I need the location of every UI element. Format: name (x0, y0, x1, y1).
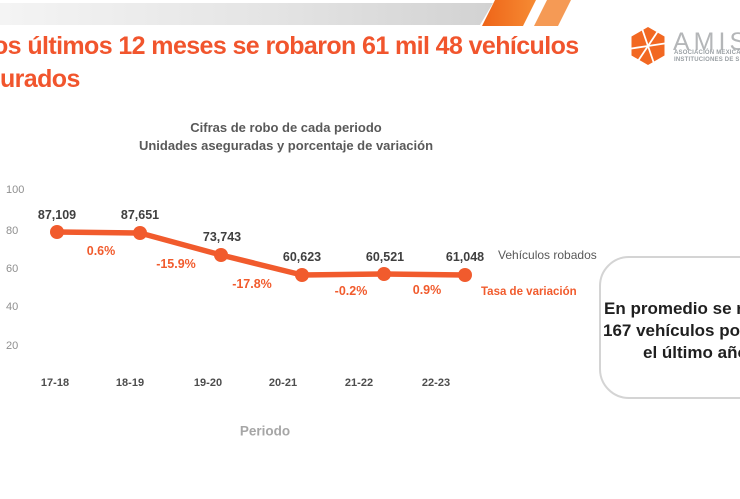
data-point-18-19 (133, 226, 147, 240)
amis-hexagon-pinwheel-icon (630, 27, 666, 65)
data-point-21-22 (377, 267, 391, 281)
x-tick-22-23: 22-23 (421, 377, 451, 389)
x-tick-17-18: 17-18 (40, 377, 70, 389)
x-axis-title: Periodo (239, 423, 291, 439)
pct-label-4: -0.2% (334, 284, 368, 298)
value-label-17-18: 87,109 (37, 208, 77, 222)
data-point-20-21 (295, 268, 309, 282)
value-label-22-23: 61,048 (445, 250, 485, 264)
data-point-22-23 (458, 268, 472, 282)
callout-line1: En promedio se rob (604, 299, 740, 318)
amis-logo: AMIS ASOCIACIÓN MEXICANA INSTITUCIONES D… (628, 24, 740, 68)
x-tick-21-22: 21-22 (344, 377, 374, 389)
value-label-21-22: 60,521 (365, 250, 405, 264)
data-point-19-20 (214, 248, 228, 262)
value-label-18-19: 87,651 (120, 208, 160, 222)
theft-line-series (54, 229, 468, 278)
pct-label-1: 0.6% (86, 244, 116, 258)
chart-title: Cifras de robo de cada periodo Unidades … (139, 119, 433, 155)
orange-slash-secondary (534, 0, 571, 26)
y-tick-40: 40 (6, 301, 19, 313)
value-label-20-21: 60,623 (282, 250, 322, 264)
top-decoration (0, 0, 571, 26)
callout-line2: 167 vehículos por (603, 321, 740, 340)
value-label-19-20: 73,743 (202, 230, 242, 244)
x-tick-18-19: 18-19 (115, 377, 145, 389)
x-tick-20-21: 20-21 (268, 377, 298, 389)
theft-line-chart (50, 225, 472, 282)
callout-line3: el último año (643, 343, 740, 362)
x-tick-19-20: 19-20 (193, 377, 223, 389)
pct-label-2: -15.9% (156, 257, 196, 271)
slide-title-line2: urados (0, 65, 80, 93)
chart-title-line2: Unidades aseguradas y porcentaje de vari… (138, 138, 434, 153)
pct-label-5: 0.9% (412, 283, 442, 297)
amis-subtitle-line1: ASOCIACIÓN MEXICANA (674, 50, 740, 56)
y-tick-60: 60 (6, 263, 19, 275)
series-label-tasa-de-variacion: Tasa de variación (481, 286, 577, 298)
callout-box (599, 256, 740, 399)
gray-band (0, 3, 493, 25)
data-point-17-18 (50, 225, 64, 239)
y-tick-20: 20 (6, 340, 19, 352)
chart-title-line1: Cifras de robo de cada periodo (190, 120, 382, 135)
amis-wordmark: AMIS (673, 28, 740, 56)
y-tick-100: 100 (6, 184, 25, 196)
pct-label-3: -17.8% (232, 277, 272, 291)
series-label-vehiculos-robados: Vehículos robados (498, 248, 597, 262)
slide-title-line1: os últimos 12 meses se robaron 61 mil 48… (0, 32, 579, 60)
orange-slash-primary (482, 0, 536, 26)
amis-subtitle-line2: INSTITUCIONES DE SEG (674, 56, 740, 63)
y-tick-80: 80 (6, 225, 19, 237)
slide-title: os últimos 12 meses se robaron 61 mil 48… (0, 30, 600, 96)
